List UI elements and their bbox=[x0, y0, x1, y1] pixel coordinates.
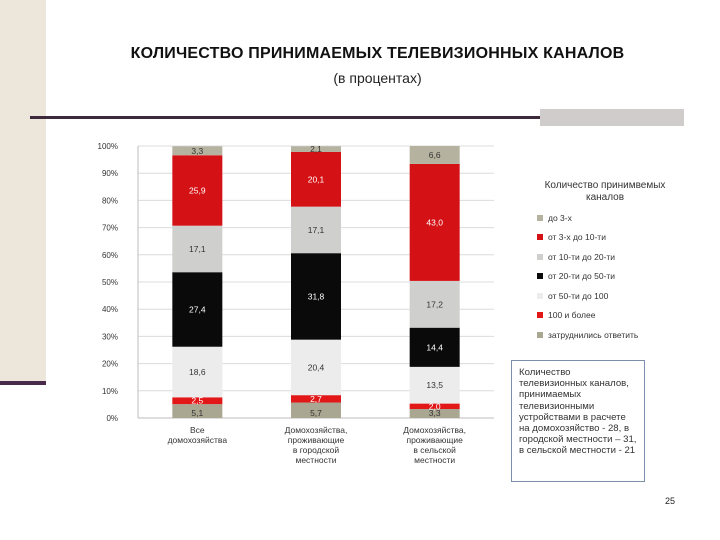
legend-label: от 50-ти до 100 bbox=[548, 290, 609, 301]
data-label: 25,9 bbox=[189, 185, 206, 195]
y-tick-label: 50% bbox=[102, 278, 118, 287]
legend-item: от 3-х до 10-ти bbox=[537, 228, 687, 248]
legend-swatch bbox=[537, 214, 543, 221]
y-tick-label: 40% bbox=[102, 305, 118, 314]
data-label: 2,7 bbox=[310, 394, 322, 404]
bar-segment bbox=[409, 403, 460, 410]
x-category-label: Домохозяйства, bbox=[285, 425, 348, 435]
data-label: 5,7 bbox=[310, 408, 322, 418]
legend-label: 100 и более bbox=[548, 310, 596, 321]
legend-swatch bbox=[537, 273, 543, 280]
bar-segment bbox=[291, 339, 341, 396]
x-category-label: местности bbox=[295, 455, 336, 465]
data-label: 13,5 bbox=[426, 380, 443, 390]
legend-item: от 20-ти до 50-ти bbox=[537, 267, 687, 287]
data-label: 17,2 bbox=[426, 299, 443, 309]
legend-swatch bbox=[537, 312, 543, 319]
bar-segment bbox=[291, 395, 341, 403]
data-label: 20,1 bbox=[308, 174, 325, 184]
legend-swatch bbox=[537, 253, 543, 260]
data-label: 20,4 bbox=[308, 362, 325, 372]
data-label: 2,0 bbox=[429, 401, 441, 411]
bar-segment bbox=[172, 346, 223, 398]
data-label: 17,1 bbox=[308, 225, 325, 235]
stacked-bar-chart: 0% 10% 20% 30% 40% 50% 60% 70% 80% 90% 100% 5,1 2,5 1… bbox=[98, 142, 494, 465]
bar-segment bbox=[291, 206, 341, 254]
legend-label: затруднились ответить bbox=[548, 329, 639, 340]
legend-label: от 20-ти до 50-ти bbox=[548, 271, 616, 282]
legend-swatch bbox=[537, 331, 543, 338]
x-category-label: Все bbox=[190, 425, 205, 435]
bar-segment bbox=[291, 151, 341, 207]
bar-segment bbox=[291, 253, 341, 340]
data-label: 14,4 bbox=[426, 342, 443, 352]
y-tick-label: 90% bbox=[102, 169, 118, 178]
x-category-label: домохозяйства bbox=[168, 435, 228, 445]
data-label: 2,1 bbox=[310, 144, 322, 154]
y-tick-label: 10% bbox=[102, 387, 118, 396]
data-label: 17,1 bbox=[189, 244, 206, 254]
legend-item: от 50-ти до 100 bbox=[537, 286, 687, 306]
legend-item: до 3-х bbox=[537, 208, 687, 228]
y-tick-label: 20% bbox=[102, 360, 118, 369]
page-number: 25 bbox=[665, 496, 676, 506]
legend-label: от 10-ти до 20-ти bbox=[548, 251, 616, 262]
note-box: Количество телевизионных каналов, приним… bbox=[511, 360, 645, 482]
legend-item: 100 и более bbox=[537, 306, 687, 326]
x-category-label: в сельской bbox=[413, 445, 456, 455]
legend-swatch bbox=[537, 234, 543, 241]
legend-item: от 10-ти до 20-ти bbox=[537, 247, 687, 267]
bar-segment bbox=[409, 327, 460, 367]
data-label: 6,6 bbox=[429, 150, 441, 160]
y-tick-label: 0% bbox=[106, 414, 118, 423]
chart-legend: до 3-х от 3-х до 10-ти от 10-ти до 20-ти от… bbox=[537, 208, 687, 345]
data-label: 3,3 bbox=[191, 146, 203, 156]
y-tick-label: 70% bbox=[102, 224, 118, 233]
slide-subtitle: (в процентах) bbox=[333, 70, 422, 86]
data-label: 43,0 bbox=[426, 217, 443, 227]
title-rule-block bbox=[540, 109, 684, 126]
data-label: 2,5 bbox=[191, 396, 203, 406]
x-category-label: проживающие bbox=[406, 435, 463, 445]
bar-segment bbox=[291, 402, 341, 418]
data-label: 5,1 bbox=[191, 408, 203, 418]
bar-segment bbox=[409, 146, 460, 164]
x-category-label: Домохозяйства, bbox=[403, 425, 466, 435]
x-category-label: в городской bbox=[293, 445, 340, 455]
data-label: 31,8 bbox=[308, 291, 325, 301]
left-decor-line bbox=[0, 381, 46, 385]
legend-item: затруднились ответить bbox=[537, 325, 687, 345]
data-label: 3,3 bbox=[429, 408, 441, 418]
data-label: 18,6 bbox=[189, 367, 206, 377]
bar-segment bbox=[172, 146, 223, 156]
y-tick-label: 80% bbox=[102, 196, 118, 205]
bar-segment bbox=[409, 409, 460, 418]
legend-label: до 3-х bbox=[548, 212, 572, 223]
bar-segment bbox=[409, 163, 460, 281]
bar-segment bbox=[291, 146, 341, 152]
title-rule bbox=[30, 116, 540, 119]
data-label: 27,4 bbox=[189, 304, 206, 314]
left-decor-bar bbox=[0, 0, 46, 385]
bar-segment bbox=[172, 404, 223, 418]
bar-segment bbox=[172, 397, 223, 405]
slide-title: КОЛИЧЕСТВО ПРИНИМАЕМЫХ ТЕЛЕВИЗИОННЫХ КАН… bbox=[130, 45, 625, 62]
y-tick-label: 100% bbox=[98, 142, 118, 151]
bar-segment bbox=[172, 155, 223, 226]
x-category-label: местности bbox=[414, 455, 455, 465]
bar-segment bbox=[409, 366, 460, 404]
legend-title: Количество принимвемых каналов bbox=[544, 180, 666, 203]
y-tick-label: 60% bbox=[102, 251, 118, 260]
bar-segment bbox=[172, 272, 223, 347]
legend-label: от 3-х до 10-ти bbox=[548, 232, 606, 243]
bar-segment bbox=[172, 225, 223, 273]
legend-swatch bbox=[537, 292, 543, 299]
y-tick-label: 30% bbox=[102, 332, 118, 341]
x-category-label: проживающие bbox=[288, 435, 345, 445]
bar-segment bbox=[409, 280, 460, 328]
